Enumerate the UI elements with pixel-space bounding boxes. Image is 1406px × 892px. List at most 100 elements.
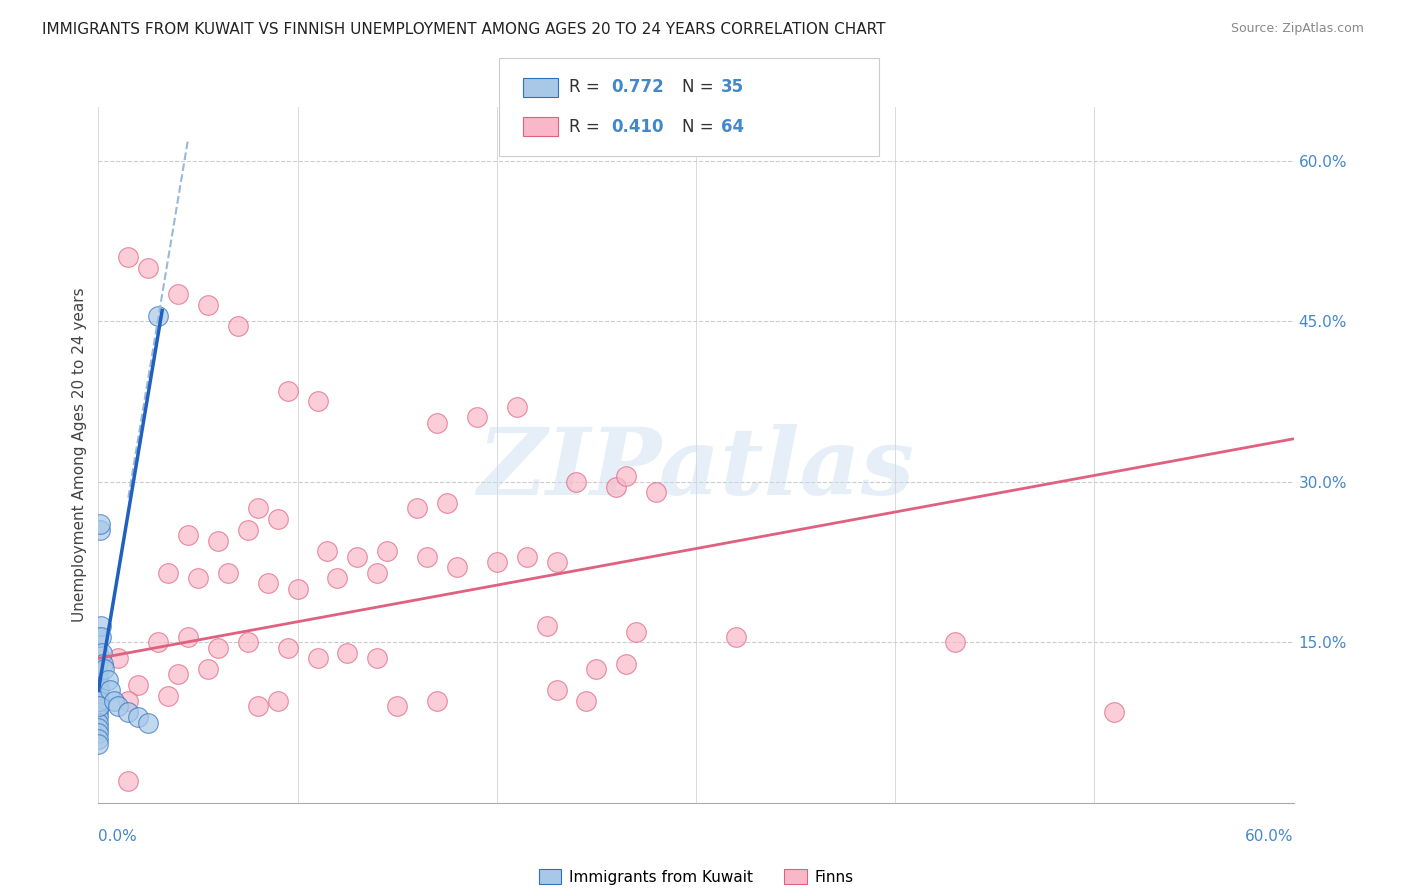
Point [107, 651, 129, 665]
Point [87, 689, 110, 703]
Point [724, 630, 747, 644]
Point [157, 566, 180, 580]
Legend: Immigrants from Kuwait, Finns: Immigrants from Kuwait, Finns [533, 863, 859, 891]
Point [436, 496, 458, 510]
Text: IMMIGRANTS FROM KUWAIT VS FINNISH UNEMPLOYMENT AMONG AGES 20 TO 24 YEARS CORRELA: IMMIGRANTS FROM KUWAIT VS FINNISH UNEMPL… [42, 22, 886, 37]
Point [91, 646, 114, 660]
Point [346, 549, 368, 564]
Point [446, 560, 468, 574]
Point [87, 657, 110, 671]
Point [585, 662, 607, 676]
Point [406, 501, 429, 516]
Point [90, 630, 112, 644]
Point [117, 250, 139, 264]
Y-axis label: Unemployment Among Ages 20 to 24 years: Unemployment Among Ages 20 to 24 years [72, 287, 87, 623]
Point [1104, 705, 1126, 719]
Text: R =: R = [569, 78, 606, 96]
Point [87, 721, 110, 735]
Point [385, 699, 409, 714]
Point [89, 694, 111, 708]
Point [136, 260, 159, 275]
Point [148, 309, 170, 323]
Point [307, 651, 329, 665]
Text: 64: 64 [721, 118, 744, 136]
Text: N =: N = [682, 118, 718, 136]
Point [89, 683, 111, 698]
Point [98, 683, 122, 698]
Point [87, 705, 110, 719]
Point [89, 523, 111, 537]
Point [246, 699, 269, 714]
Text: 0.410: 0.410 [612, 118, 664, 136]
Point [326, 571, 349, 585]
Point [167, 287, 190, 301]
Point [136, 715, 159, 730]
Point [87, 630, 110, 644]
Point [87, 726, 110, 740]
Point [246, 501, 269, 516]
Point [87, 737, 110, 751]
Point [197, 298, 219, 312]
Point [177, 528, 200, 542]
Point [217, 566, 239, 580]
Point [167, 667, 190, 681]
Point [645, 485, 668, 500]
Point [87, 699, 110, 714]
Point [157, 689, 180, 703]
Point [117, 774, 139, 789]
Point [127, 710, 149, 724]
Point [256, 576, 278, 591]
Text: 35: 35 [721, 78, 744, 96]
Point [516, 549, 538, 564]
Point [287, 582, 309, 596]
Point [107, 699, 129, 714]
Point [226, 319, 249, 334]
Text: 0.0%: 0.0% [98, 829, 138, 844]
Point [277, 640, 299, 655]
Point [485, 555, 508, 569]
Point [97, 673, 120, 687]
Point [426, 416, 449, 430]
Point [366, 651, 388, 665]
Point [117, 705, 139, 719]
Point [565, 475, 588, 489]
Point [87, 673, 110, 687]
Text: N =: N = [682, 78, 718, 96]
Point [375, 544, 398, 558]
Point [426, 694, 449, 708]
Point [575, 694, 598, 708]
Point [207, 533, 229, 548]
Point [307, 394, 329, 409]
Point [236, 635, 259, 649]
Point [93, 657, 115, 671]
Point [546, 555, 568, 569]
Point [89, 699, 111, 714]
Point [626, 624, 648, 639]
Point [336, 646, 359, 660]
Point [187, 571, 209, 585]
Point [207, 640, 229, 655]
Point [614, 657, 637, 671]
Point [127, 678, 149, 692]
Point [87, 731, 110, 746]
Point [89, 517, 111, 532]
Point [87, 667, 110, 681]
Text: 0.772: 0.772 [612, 78, 665, 96]
Point [614, 469, 637, 483]
Text: R =: R = [569, 118, 606, 136]
Text: 60.0%: 60.0% [1246, 829, 1294, 844]
Point [93, 662, 115, 676]
Point [506, 400, 529, 414]
Point [87, 678, 110, 692]
Point [605, 480, 627, 494]
Point [87, 710, 110, 724]
Point [87, 683, 110, 698]
Point [316, 544, 339, 558]
Point [267, 512, 290, 526]
Point [536, 619, 558, 633]
Point [366, 566, 388, 580]
Point [277, 384, 299, 398]
Point [87, 694, 110, 708]
Text: ZIPatlas: ZIPatlas [478, 424, 914, 514]
Point [103, 694, 125, 708]
